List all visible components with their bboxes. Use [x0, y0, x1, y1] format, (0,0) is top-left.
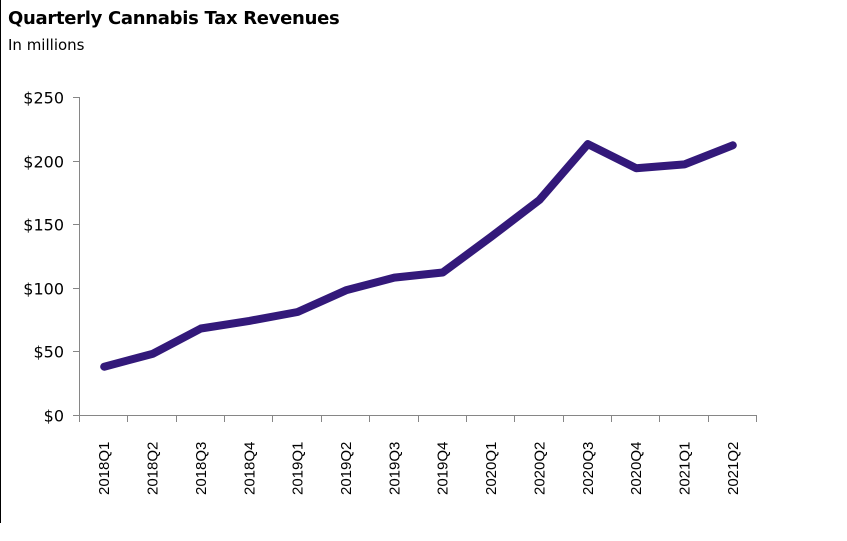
x-tick-label: 2020Q4 — [628, 442, 645, 495]
frame-border — [0, 0, 1, 523]
x-tick-label: 2020Q3 — [580, 442, 597, 495]
y-tick-label: $100 — [23, 280, 64, 299]
series-line — [100, 140, 737, 371]
x-tick-label: 2018Q2 — [145, 442, 162, 495]
series-group — [100, 140, 737, 371]
x-tick-label: 2019Q1 — [290, 442, 307, 495]
y-tick-label: $150 — [23, 216, 64, 235]
x-tick-label: 2019Q4 — [435, 442, 452, 495]
chart-subtitle: In millions — [8, 36, 85, 54]
y-tick-label: $200 — [23, 153, 64, 172]
x-axis: 2018Q1 2018Q2 2018Q3 2018Q4 2019Q1 2019Q2 2019… — [73, 415, 757, 495]
x-tick-label: 2020Q1 — [483, 442, 500, 495]
y-tick-label: $250 — [23, 89, 64, 108]
x-tick-label: 2021Q1 — [676, 442, 693, 495]
x-tick-label: 2019Q2 — [338, 442, 355, 495]
chart-title: Quarterly Cannabis Tax Revenues — [8, 8, 340, 29]
x-tick-label: 2018Q1 — [96, 442, 113, 495]
y-tick-label: $0 — [44, 407, 64, 426]
y-axis: $0 $50 $100 $150 $200 $250 — [23, 89, 80, 426]
x-tick-label: 2020Q2 — [531, 442, 548, 495]
x-tick-label: 2018Q3 — [193, 442, 210, 495]
y-tick-label: $50 — [33, 343, 64, 362]
x-tick-label: 2021Q2 — [725, 442, 742, 495]
x-tick-label: 2018Q4 — [241, 442, 258, 495]
x-tick-label: 2019Q3 — [386, 442, 403, 495]
